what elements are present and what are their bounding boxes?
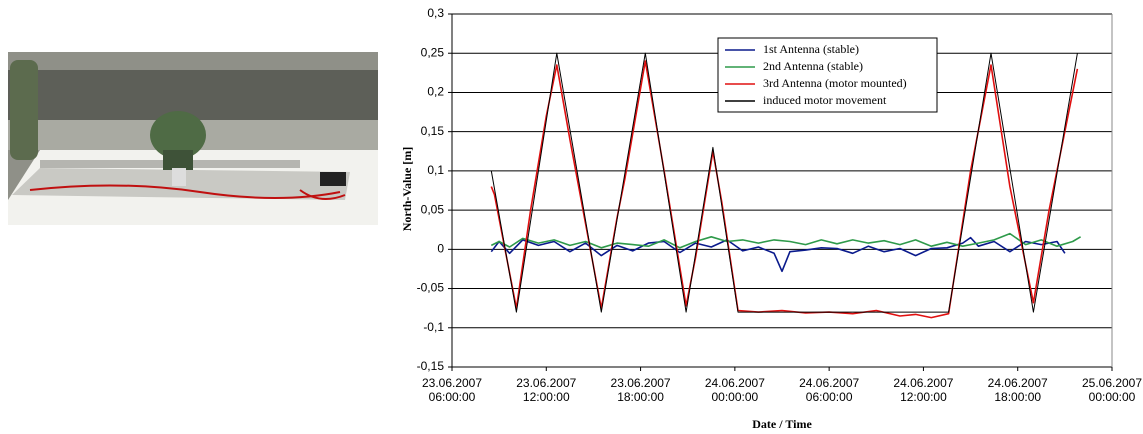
y-tick-label: -0,05	[417, 281, 445, 295]
x-tick-label: 24.06.2007 18:00:00	[987, 376, 1048, 404]
x-tick-label: 23.06.2007 12:00:00	[516, 376, 577, 404]
legend-label: 2nd Antenna (stable)	[763, 59, 863, 73]
legend: 1st Antenna (stable) 2nd Antenna (stable)…	[717, 37, 938, 113]
legend-label: 3rd Antenna (motor mounted)	[763, 76, 907, 90]
y-tick-label: 0,15	[421, 124, 445, 138]
y-tick-label: 0,1	[427, 163, 444, 177]
y-tick-label: -0,15	[417, 359, 445, 373]
series-line	[490, 236, 1066, 273]
legend-label: induced motor movement	[763, 93, 887, 107]
x-tick-label: 24.06.2007 12:00:00	[893, 376, 954, 404]
series-line	[490, 52, 1078, 313]
y-tick-label: 0,2	[427, 85, 444, 99]
legend-label: 1st Antenna (stable)	[763, 42, 859, 56]
y-tick-label: 0	[437, 242, 444, 256]
y-axis-title: North-Value [m]	[400, 147, 414, 232]
x-tick-label: 25.06.2007 00:00:00	[1081, 376, 1143, 404]
x-tick-label: 24.06.2007 00:00:00	[704, 376, 765, 404]
y-tick-label: -0,1	[423, 320, 444, 334]
x-tick-label: 23.06.2007 06:00:00	[421, 376, 483, 404]
y-tick-label: 0,3	[427, 6, 444, 20]
x-axis-title: Date / Time	[752, 417, 812, 431]
y-tick-label: 0,25	[421, 45, 445, 59]
y-tick-label: 0,05	[421, 202, 445, 216]
series-line	[490, 232, 1082, 249]
photo	[8, 52, 378, 225]
x-tick-label: 23.06.2007 18:00:00	[610, 376, 671, 404]
x-tick-label: 24.06.2007 06:00:00	[799, 376, 860, 404]
